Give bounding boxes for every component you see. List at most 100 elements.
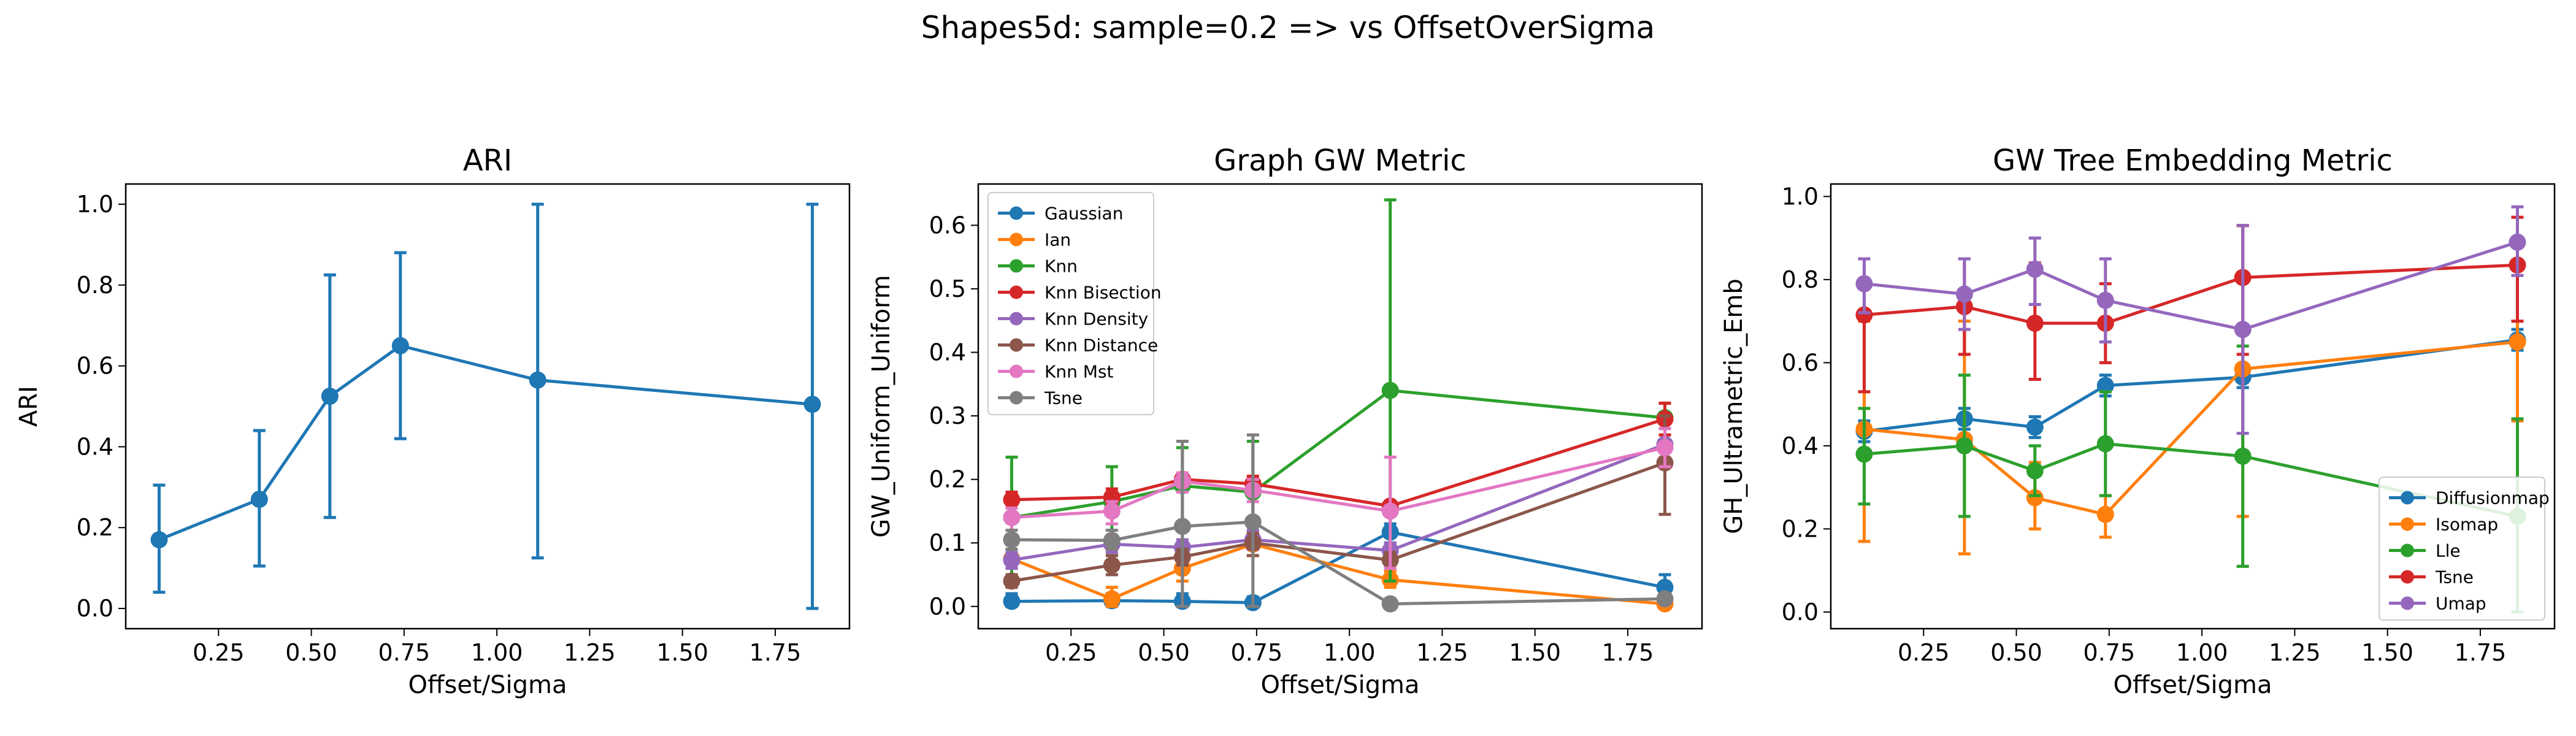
series-line: [1011, 520, 1665, 606]
y-tick-label: 1.0: [1782, 183, 1819, 210]
chart-title: ARI: [463, 144, 512, 178]
data-point: [1244, 513, 1262, 531]
legend: Gaussian Ian Knn Knn Bisection Knn Density Kn…: [987, 192, 1162, 415]
legend-marker: [2401, 570, 2414, 584]
data-point: [1656, 590, 1674, 608]
y-tick-label: 0.8: [1782, 266, 1819, 293]
data-point: [1003, 572, 1021, 590]
x-tick-label: 1.75: [2455, 639, 2507, 666]
x-axis-label: Offset/Sigma: [1260, 671, 1419, 699]
legend-label: Diffusionmap: [2436, 488, 2550, 508]
legend-label: Lle: [2436, 541, 2461, 561]
chart-title: Graph GW Metric: [1214, 144, 1466, 178]
legend-label: Tsne: [1044, 388, 1083, 408]
series-line: [1864, 338, 2518, 433]
legend-entry-lle: Lle: [2389, 541, 2461, 561]
legend-box: [987, 192, 1154, 415]
legend-entry-knn-distance: Knn Distance: [998, 335, 1158, 356]
series-line: [1011, 461, 1666, 583]
series-line: [1011, 542, 1665, 606]
y-tick-label: 0.4: [929, 339, 966, 366]
legend-marker: [1010, 312, 1023, 326]
data-point: [2096, 291, 2114, 309]
data-point: [2509, 333, 2526, 351]
data-point: [2234, 447, 2252, 465]
legend-box: [2379, 477, 2545, 621]
y-tick-label: 0.2: [929, 466, 966, 493]
chart-ari: ARI 0.25 0.50 0.75 1.00 1.25 1.50 1.75 0.0 0.2 0.4…: [15, 144, 851, 699]
y-tick-label: 0.8: [77, 272, 113, 299]
legend-entry-tsne: Tsne: [998, 388, 1083, 408]
data-point: [1381, 381, 1399, 399]
y-tick-label: 0.3: [929, 402, 966, 429]
legend-entry-ian: Ian: [998, 230, 1071, 250]
x-tick-label: 1.00: [2176, 639, 2228, 666]
plot-frame: [977, 183, 1703, 630]
legend-marker: [2401, 491, 2414, 505]
series-line: [1011, 531, 1665, 605]
data-point: [2026, 418, 2044, 436]
plot-frame: [125, 183, 851, 630]
data-point: [1003, 491, 1021, 508]
legend-marker: [1010, 232, 1023, 247]
x-tick-label: 1.75: [1602, 639, 1654, 666]
legend-label: Umap: [2436, 594, 2486, 614]
data-point: [529, 371, 546, 389]
x-tick-label: 1.25: [564, 639, 616, 666]
legend-marker: [1010, 259, 1023, 273]
data-point: [2026, 260, 2044, 278]
series-line: [1011, 443, 1666, 562]
data-point: [250, 491, 268, 508]
series-line: [158, 344, 813, 542]
x-tick-label: 0.25: [1898, 639, 1950, 666]
x-tick-label: 0.25: [1045, 639, 1097, 666]
y-tick-label: 0.6: [929, 212, 966, 239]
data-point: [1855, 275, 1873, 293]
chart-panels: ARI 0.25 0.50 0.75 1.00 1.25 1.50 1.75 0.0 0.2 0.4…: [15, 144, 2556, 699]
data-point: [1855, 306, 1873, 324]
y-tick-label: 0.4: [1782, 432, 1819, 459]
series-line: [1864, 442, 2518, 518]
legend-label: Gaussian: [1045, 204, 1123, 224]
data-point: [2096, 505, 2114, 523]
x-tick-label: 0.25: [193, 639, 245, 666]
data-point: [2234, 321, 2252, 339]
legend-entry-tsne: Tsne: [2389, 567, 2474, 588]
legend-label: Knn Density: [1045, 309, 1148, 329]
y-tick-label: 0.5: [929, 275, 966, 302]
legend-label: Tsne: [2435, 567, 2474, 588]
legend-entry-knn-bisection: Knn Bisection: [998, 283, 1162, 303]
series-tsne: [1003, 433, 1674, 613]
y-tick-label: 0.2: [77, 514, 113, 541]
data-point: [1003, 531, 1021, 548]
series-line: [1011, 389, 1665, 519]
x-tick-label: 1.50: [1509, 639, 1561, 666]
y-tick-label: 0.2: [1782, 515, 1819, 542]
series-umap: [1855, 205, 2526, 435]
data-point: [1381, 595, 1399, 613]
data-point: [150, 531, 168, 548]
x-tick-label: 1.00: [471, 639, 523, 666]
legend-marker: [2401, 517, 2414, 531]
data-point: [1173, 518, 1191, 535]
y-tick-label: 1.0: [77, 191, 113, 218]
legend-marker: [1010, 364, 1023, 378]
data-point: [2026, 314, 2044, 332]
data-point: [1103, 502, 1121, 520]
y-tick-label: 0.6: [1782, 349, 1819, 376]
series-main: [150, 202, 821, 610]
data-point: [2096, 435, 2114, 453]
data-point: [1103, 532, 1121, 550]
y-tick-label: 0.1: [929, 529, 966, 556]
legend-label: Knn Distance: [1045, 335, 1158, 356]
x-tick-label: 0.50: [1990, 639, 2042, 666]
legend-entry-knn: Knn: [998, 256, 1078, 277]
x-tick-label: 0.75: [1231, 639, 1283, 666]
x-tick-label: 1.50: [656, 639, 708, 666]
y-axis-label: GH_Ultrametric_Emb: [1720, 278, 1748, 534]
legend-entry-knn-mst: Knn Mst: [998, 362, 1114, 382]
data-point: [1003, 592, 1021, 610]
data-point: [2026, 489, 2044, 507]
y-tick-label: 0.6: [77, 353, 113, 380]
